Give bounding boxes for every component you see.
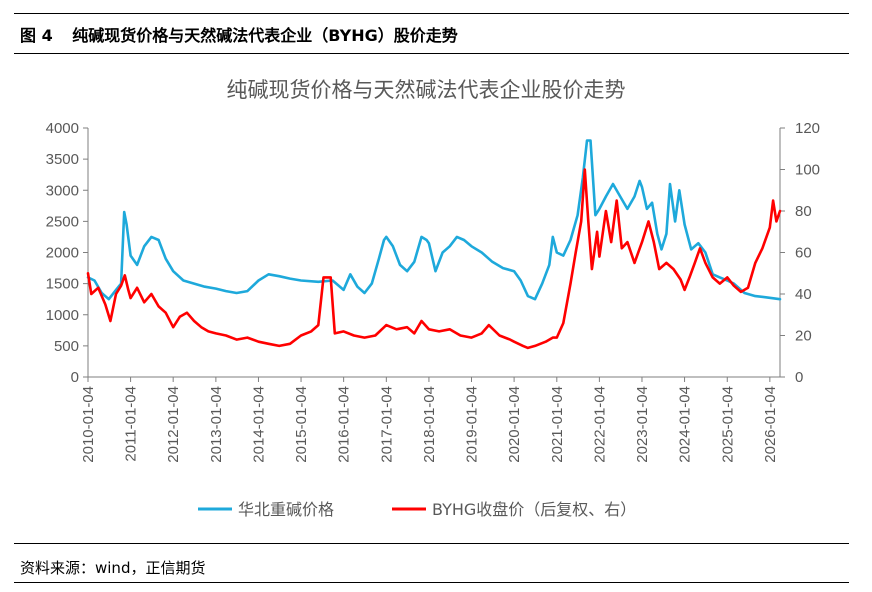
figure-caption: 纯碱现货价格与天然碱法代表企业（BYHG）股价走势 [72,26,458,45]
header-top-rule [14,13,849,14]
y-left-tick-label: 2500 [46,213,79,230]
y-left-tick-label: 1500 [46,276,79,293]
x-tick-label: 2019-01-04 [464,386,481,463]
header-bottom-rule [14,53,849,54]
legend-label-spot-price: 华北重碱价格 [238,500,334,519]
source-note: 资料来源：wind，正信期货 [20,559,206,577]
y-left-tick-label: 2000 [46,245,79,262]
y-left-tick-label: 0 [71,369,79,386]
y-left-tick-label: 3500 [46,151,79,168]
chart-axes: 0 500 1000 1500 2000 2500 3000 3500 4000 0 20 40 60 8… [46,120,820,463]
series-line-spot-price [86,139,782,301]
x-tick-label: 2016-01-04 [336,386,353,463]
x-tick-label: 2023-01-04 [634,386,651,463]
x-tick-label: 2015-01-04 [293,386,310,463]
y-right-tick-label: 40 [795,286,812,303]
legend-label-byhg-close: BYHG收盘价（后复权、右） [432,500,636,519]
x-tick-label: 2018-01-04 [421,386,438,463]
x-tick-label: 2011-01-04 [123,386,140,462]
y-right-tick-label: 80 [795,203,812,220]
chart-series [86,139,782,350]
y-right-tick-label: 100 [795,162,820,179]
y-right-tick-label: 120 [795,120,820,137]
x-tick-label: 2010-01-04 [80,386,97,463]
x-tick-label: 2026-01-04 [762,386,779,463]
y-left-tick-label: 500 [54,338,79,355]
y-left-tick-label: 1000 [46,307,79,324]
x-tick-label: 2020-01-04 [506,386,523,463]
series-line-byhg-close [86,168,782,350]
x-tick-label: 2021-01-04 [549,386,566,463]
figure-header: 图 4 纯碱现货价格与天然碱法代表企业（BYHG）股价走势 [20,22,472,46]
y-right-tick-label: 20 [795,328,812,345]
x-tick-label: 2012-01-04 [165,386,182,463]
x-tick-label: 2024-01-04 [677,386,694,463]
y-right-tick-label: 60 [795,245,812,262]
chart-title: 纯碱现货价格与天然碱法代表企业股价走势 [227,78,626,102]
y-left-tick-label: 3000 [46,182,79,199]
footer-bottom-rule [14,582,849,583]
y-left-tick-label: 4000 [46,120,79,137]
x-tick-label: 2022-01-04 [591,386,608,463]
x-tick-label: 2017-01-04 [378,386,395,463]
y-right-tick-label: 0 [795,369,803,386]
footer-top-rule [14,543,849,544]
x-tick-label: 2013-01-04 [208,386,225,463]
figure-number: 图 4 [20,26,53,45]
x-tick-label: 2025-01-04 [719,386,736,463]
chart-legend: 华北重碱价格 BYHG收盘价（后复权、右） [198,500,636,519]
x-tick-label: 2014-01-04 [250,386,267,463]
